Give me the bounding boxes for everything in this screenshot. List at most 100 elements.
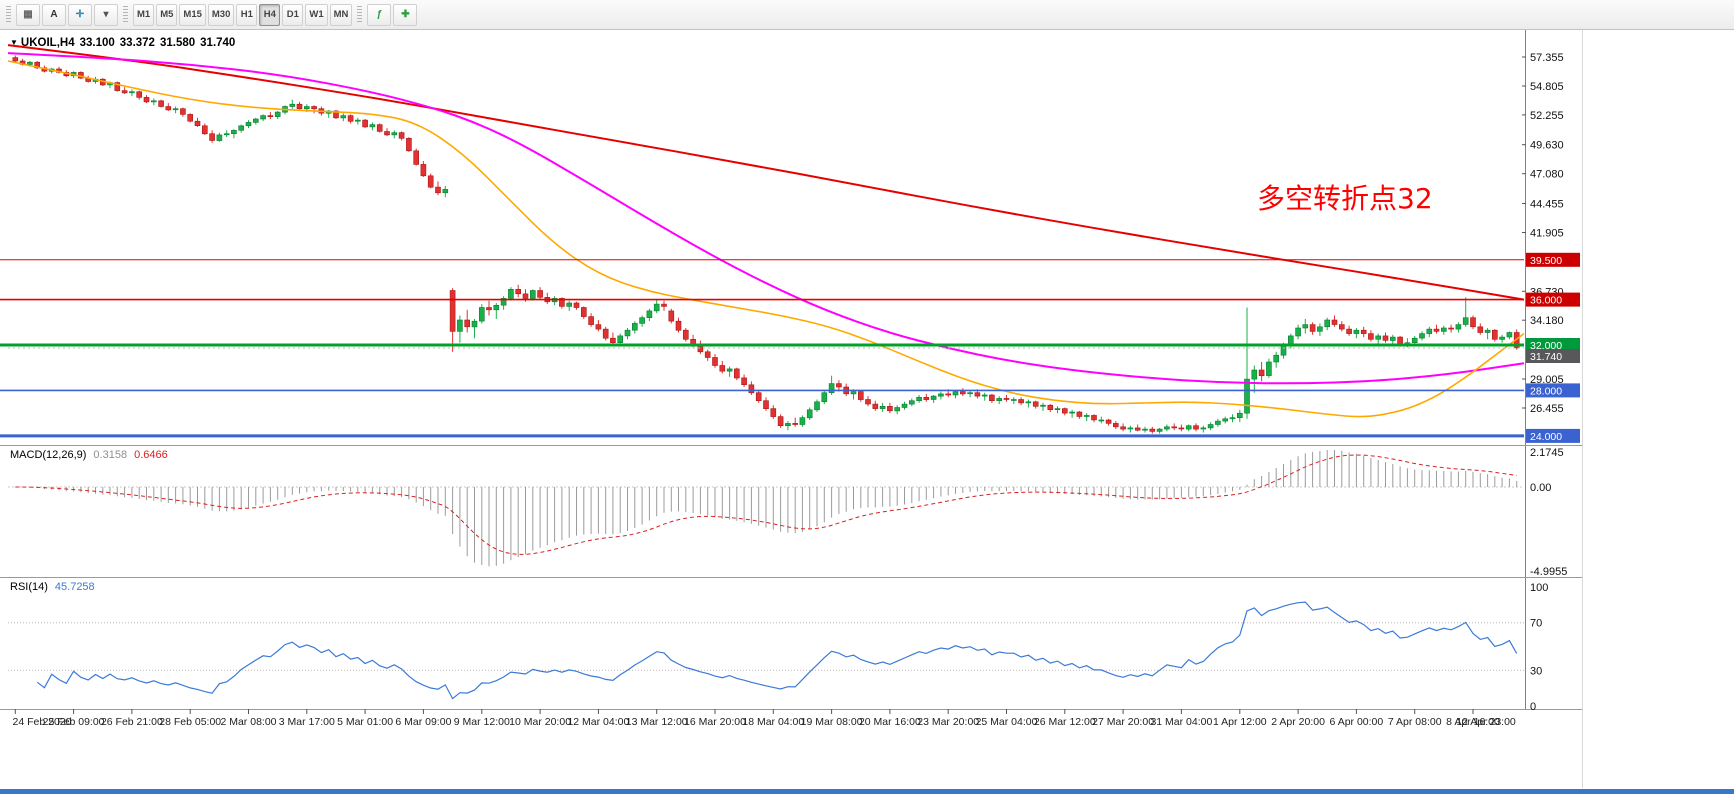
svg-text:100: 100 xyxy=(1530,582,1548,594)
price-tag xyxy=(1526,252,1580,267)
svg-text:47.080: 47.080 xyxy=(1530,169,1564,181)
svg-text:52.255: 52.255 xyxy=(1530,110,1564,122)
timeframes-group: M1 M5 M15 M30 H1 H4 D1 W1 MN xyxy=(132,3,353,26)
timeframe-d1-button[interactable]: D1 xyxy=(282,3,304,26)
chart-window-button[interactable]: ▦ xyxy=(16,3,40,26)
timeframe-mn-button[interactable]: MN xyxy=(329,3,353,26)
price-tag xyxy=(1526,383,1580,398)
text-tool-button[interactable]: A xyxy=(42,3,66,26)
toolbar-grip[interactable] xyxy=(357,5,363,24)
chart-annotation-text[interactable]: 多空转折点32 xyxy=(1257,182,1433,215)
ohlc-open: 33.100 xyxy=(79,37,115,49)
ma-fast-orange[interactable] xyxy=(7,60,1525,418)
macd-signal-line xyxy=(15,454,1517,555)
svg-text:30: 30 xyxy=(1530,665,1542,677)
symbol-period-label: UKOIL,H4 xyxy=(20,37,75,49)
svg-text:39.500: 39.500 xyxy=(1530,255,1562,267)
svg-text:31.740: 31.740 xyxy=(1530,351,1562,363)
collapse-triangle-icon[interactable]: ▼ xyxy=(10,38,18,47)
toolbar-grip[interactable] xyxy=(123,5,128,24)
crosshair-tool-button[interactable]: ✛ xyxy=(68,3,92,26)
svg-text:25 Mar 04:00: 25 Mar 04:00 xyxy=(976,716,1038,728)
svg-text:27 Mar 20:00: 27 Mar 20:00 xyxy=(1092,716,1154,728)
price-tag xyxy=(1526,428,1580,443)
svg-text:-4.9955: -4.9955 xyxy=(1530,566,1567,578)
svg-text:36.000: 36.000 xyxy=(1530,295,1562,307)
macd-signal-value: 0.6466 xyxy=(134,449,168,461)
price-tag xyxy=(1526,292,1580,307)
svg-text:20 Mar 16:00: 20 Mar 16:00 xyxy=(859,716,921,728)
timeframe-m1-button[interactable]: M1 xyxy=(133,3,155,26)
svg-text:26.455: 26.455 xyxy=(1530,403,1564,415)
svg-text:54.805: 54.805 xyxy=(1530,81,1564,93)
svg-text:25 Feb 09:00: 25 Feb 09:00 xyxy=(43,716,105,728)
svg-text:44.455: 44.455 xyxy=(1530,199,1564,211)
svg-text:34.180: 34.180 xyxy=(1530,315,1564,327)
indicators-button[interactable]: ƒ xyxy=(367,3,392,26)
svg-text:13 Mar 12:00: 13 Mar 12:00 xyxy=(626,716,688,728)
svg-text:31 Mar 04:00: 31 Mar 04:00 xyxy=(1150,716,1212,728)
svg-text:12 Apr 23:00: 12 Apr 23:00 xyxy=(1456,716,1516,728)
svg-text:5 Mar 01:00: 5 Mar 01:00 xyxy=(337,716,393,728)
toolbar-grip[interactable] xyxy=(6,5,11,24)
time-scale[interactable] xyxy=(0,709,1582,733)
svg-text:29.005: 29.005 xyxy=(1530,374,1564,386)
svg-text:2 Apr 20:00: 2 Apr 20:00 xyxy=(1271,716,1325,728)
macd-value: 0.3158 xyxy=(93,449,128,461)
rsi-value: 45.7258 xyxy=(54,581,95,593)
window-bottom-edge xyxy=(0,789,1734,794)
candles-layer xyxy=(12,55,1520,434)
ohlc-close: 31.740 xyxy=(200,37,236,49)
svg-text:26 Feb 21:00: 26 Feb 21:00 xyxy=(101,716,163,728)
macd-histogram xyxy=(22,450,1518,567)
timeframe-m30-button[interactable]: M30 xyxy=(207,3,235,26)
template-button[interactable]: ✚ xyxy=(393,3,418,26)
svg-text:28 Feb 05:00: 28 Feb 05:00 xyxy=(159,716,221,728)
timeframe-h4-button[interactable]: H4 xyxy=(259,3,281,26)
svg-text:12 Mar 04:00: 12 Mar 04:00 xyxy=(567,716,629,728)
price-tag xyxy=(1526,338,1580,352)
rsi-indicator-name: RSI(14) xyxy=(10,581,48,593)
svg-text:2.1745: 2.1745 xyxy=(1530,447,1564,459)
timeframe-h1-button[interactable]: H1 xyxy=(236,3,258,26)
main-toolbar: ▦ A ✛ ▾ M1 M5 M15 M30 H1 H4 D1 W1 MN ƒ ✚ xyxy=(0,0,1734,30)
svg-text:9 Mar 12:00: 9 Mar 12:00 xyxy=(454,716,510,728)
svg-text:6 Apr 00:00: 6 Apr 00:00 xyxy=(1330,716,1384,728)
timeframe-m15-button[interactable]: M15 xyxy=(179,3,206,26)
timeframe-w1-button[interactable]: W1 xyxy=(305,3,328,26)
objects-dropdown-button[interactable]: ▾ xyxy=(94,3,118,26)
misc-tools-group: ƒ ✚ xyxy=(366,3,418,26)
macd-pane-label: MACD(12,26,9) 0.3158 0.6466 xyxy=(10,449,175,461)
svg-text:3 Mar 17:00: 3 Mar 17:00 xyxy=(279,716,335,728)
ohlc-low: 31.580 xyxy=(159,37,196,49)
svg-text:49.630: 49.630 xyxy=(1530,140,1564,152)
svg-text:70: 70 xyxy=(1530,618,1542,630)
ohlc-high: 33.372 xyxy=(119,37,155,49)
svg-text:18 Mar 04:00: 18 Mar 04:00 xyxy=(742,716,804,728)
rsi-line xyxy=(36,601,1518,700)
drawing-tools-group: ▦ A ✛ ▾ xyxy=(15,3,119,26)
svg-text:0.00: 0.00 xyxy=(1530,482,1551,494)
svg-text:57.355: 57.355 xyxy=(1530,52,1564,64)
svg-text:24 Feb 2020: 24 Feb 2020 xyxy=(13,716,72,728)
chart-canvas[interactable]: 57.355 54.805 52.255 49.630 47.080 44.455 41.9… xyxy=(0,30,1734,796)
svg-text:2 Mar 08:00: 2 Mar 08:00 xyxy=(220,716,276,728)
chart-title: ▼ UKOIL,H4 33.100 33.372 31.580 31.740 xyxy=(10,37,240,49)
ma-mid-magenta[interactable] xyxy=(7,52,1525,385)
timeframe-m5-button[interactable]: M5 xyxy=(156,3,178,26)
chart-window[interactable]: 57.355 54.805 52.255 49.630 47.080 44.455 41.9… xyxy=(0,30,1734,796)
svg-text:23 Mar 20:00: 23 Mar 20:00 xyxy=(917,716,979,728)
svg-text:41.905: 41.905 xyxy=(1530,228,1564,240)
macd-indicator-name: MACD(12,26,9) xyxy=(10,449,87,461)
rsi-pane-label: RSI(14) 45.7258 xyxy=(10,581,102,593)
svg-text:7 Apr 08:00: 7 Apr 08:00 xyxy=(1388,716,1442,728)
ma-slow-red[interactable] xyxy=(7,44,1525,301)
svg-text:28.000: 28.000 xyxy=(1530,385,1562,397)
svg-text:16 Mar 20:00: 16 Mar 20:00 xyxy=(684,716,746,728)
svg-text:6 Mar 09:00: 6 Mar 09:00 xyxy=(395,716,451,728)
svg-text:8 Apr 16:00: 8 Apr 16:00 xyxy=(1446,716,1500,728)
price-scale[interactable] xyxy=(1526,30,1582,709)
svg-text:0: 0 xyxy=(1530,701,1536,713)
